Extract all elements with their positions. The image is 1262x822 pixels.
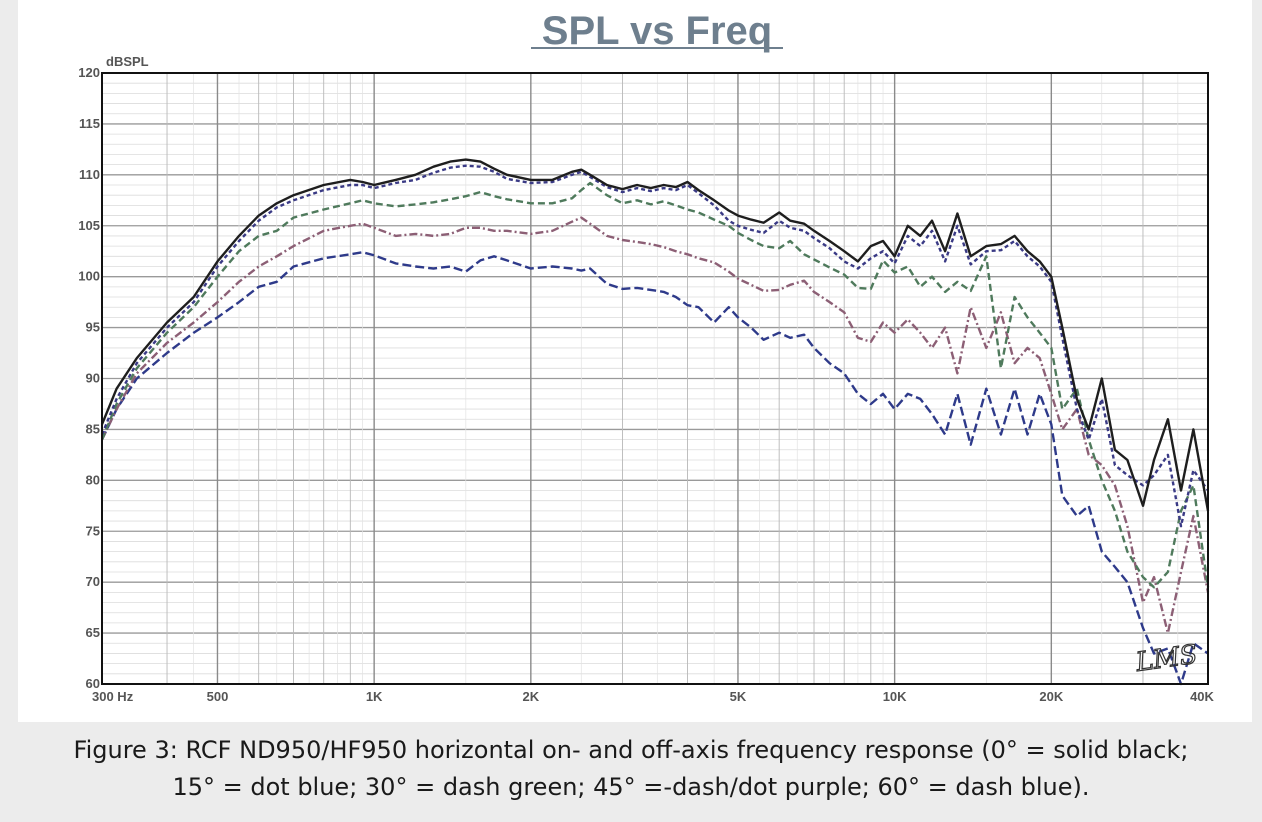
y-tick-label: 115	[79, 116, 100, 131]
y-tick-label: 70	[86, 574, 100, 589]
x-tick-label: 20K	[1039, 689, 1063, 704]
y-axis-unit-label: dBSPL	[106, 54, 149, 69]
caption-line-1: Figure 3: RCF ND950/HF950 horizontal on-…	[73, 736, 1189, 764]
chart-title: SPL vs Freq	[542, 9, 772, 53]
series-line	[100, 216, 1210, 635]
caption-line-2: 15° = dot blue; 30° = dash green; 45° =-…	[172, 773, 1090, 801]
chart-svg: SPL vs Freq dBSPL 60 65 70 75 80 85 90 95 100 105…	[78, 9, 1214, 704]
y-tick-label: 80	[86, 472, 100, 487]
series-line	[100, 181, 1210, 589]
y-tick-label: 75	[86, 523, 100, 538]
grid	[102, 73, 1208, 684]
x-tick-label: 300 Hz	[92, 689, 134, 704]
y-tick-label: 110	[79, 167, 100, 182]
x-tick-label: 10K	[883, 689, 907, 704]
series-line	[100, 250, 1209, 686]
y-tick-label: 105	[78, 218, 100, 233]
series-lines	[100, 158, 1210, 686]
y-tick-label: 100	[78, 269, 100, 284]
x-tick-label: 2K	[523, 689, 540, 704]
x-tick-label: 500	[207, 689, 229, 704]
y-tick-label: 85	[86, 421, 100, 436]
axis-ticks: 60 65 70 75 80 85 90 95 100 105 110 115 120 300 Hz 500…	[78, 65, 1214, 704]
x-tick-label: 5K	[730, 689, 747, 704]
y-tick-label: 60	[86, 676, 100, 691]
y-tick-label: 95	[86, 320, 100, 335]
figure-caption: Figure 3: RCF ND950/HF950 horizontal on-…	[0, 732, 1262, 806]
y-tick-label: 65	[86, 625, 100, 640]
series-line	[100, 158, 1210, 512]
series-line	[100, 164, 1209, 528]
y-tick-label: 120	[78, 65, 100, 80]
chart-figure: SPL vs Freq dBSPL 60 65 70 75 80 85 90 95 100 105…	[18, 0, 1252, 722]
x-tick-label: 1K	[366, 689, 383, 704]
y-tick-label: 90	[86, 371, 100, 386]
plot-frame	[101, 72, 1209, 685]
x-tick-label: 40K	[1190, 689, 1214, 704]
